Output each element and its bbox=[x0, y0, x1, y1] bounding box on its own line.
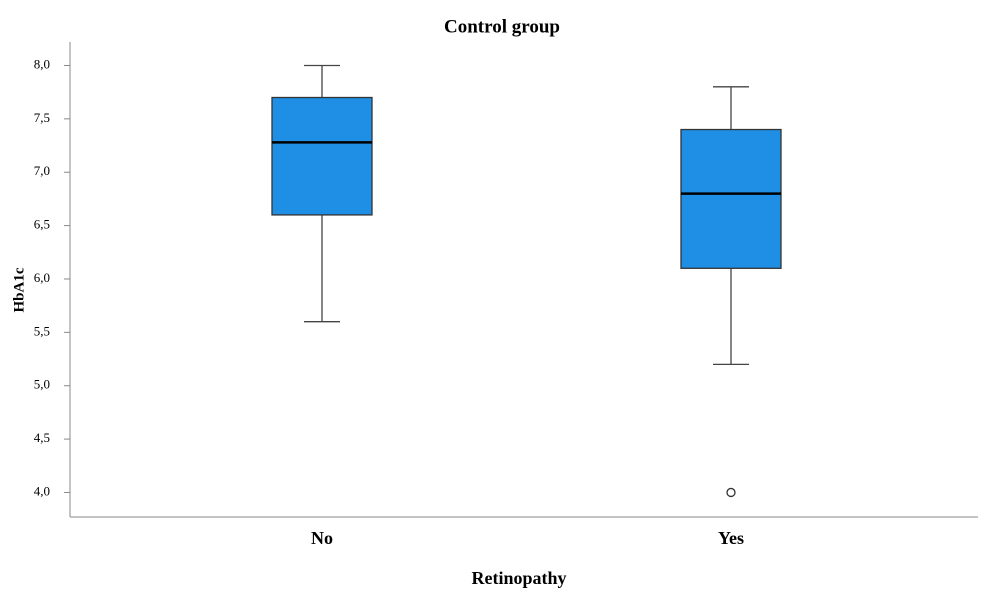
y-tick-label: 5,5 bbox=[34, 323, 50, 338]
y-tick-label: 4,0 bbox=[34, 483, 50, 498]
x-tick-label: Yes bbox=[718, 528, 744, 548]
x-tick-label: No bbox=[311, 528, 333, 548]
y-tick-label: 7,5 bbox=[34, 110, 50, 125]
chart-title: Control group bbox=[444, 16, 560, 37]
outlier bbox=[726, 487, 736, 498]
y-tick-label: 6,5 bbox=[34, 217, 50, 232]
y-tick-label: 5,0 bbox=[34, 377, 50, 392]
x-axis-label: Retinopathy bbox=[471, 568, 566, 588]
y-tick-label: 7,0 bbox=[34, 163, 50, 178]
y-axis-label: HbA1c bbox=[11, 267, 27, 312]
y-tick-label: 4,5 bbox=[34, 430, 50, 445]
box bbox=[271, 96, 373, 216]
box bbox=[680, 128, 782, 269]
y-tick-label: 6,0 bbox=[34, 270, 50, 285]
y-tick-label: 8,0 bbox=[34, 56, 50, 71]
